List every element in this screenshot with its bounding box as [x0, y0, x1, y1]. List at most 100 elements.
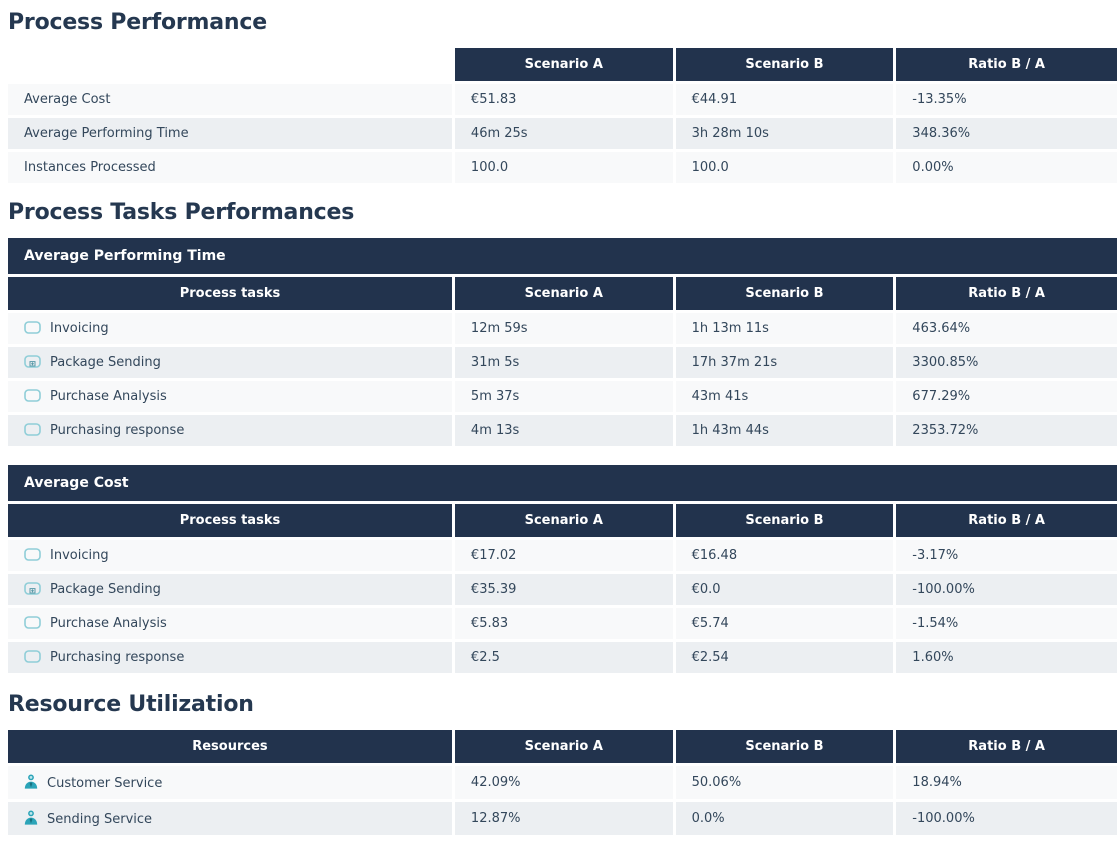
blank-header-cell	[8, 48, 455, 84]
ratio-value-cell: 348.36%	[896, 118, 1117, 152]
row-label-cell: Package Sending	[8, 347, 455, 381]
row-label-cell: Purchasing response	[8, 415, 455, 449]
table-row: Customer Service 42.09% 50.06% 18.94%	[8, 766, 1117, 802]
scenario-b-value-cell: 0.0%	[675, 802, 897, 838]
row-label-cell: Package Sending	[8, 574, 455, 608]
ratio-value-cell: -100.00%	[896, 802, 1117, 838]
row-label: Package Sending	[50, 582, 161, 597]
task-icon	[24, 548, 41, 561]
resource-utilization-heading: Resource Utilization	[8, 692, 254, 717]
scenario-a-column-header: Scenario A	[454, 504, 676, 540]
ratio-value-cell: 677.29%	[896, 381, 1117, 415]
ratio-value-cell: 3300.85%	[896, 347, 1117, 381]
person-icon	[24, 774, 38, 789]
scenario-a-value-cell: €2.5	[454, 642, 676, 676]
process-tasks-column-header: Process tasks	[8, 504, 455, 540]
ratio-column-header: Ratio B / A	[896, 504, 1117, 540]
ratio-value-cell: 0.00%	[896, 152, 1117, 186]
row-label: Sending Service	[47, 812, 153, 827]
scenario-b-value-cell: €44.91	[675, 84, 897, 118]
scenario-b-value-cell: 3h 28m 10s	[675, 118, 897, 152]
scenario-a-value-cell: 5m 37s	[454, 381, 676, 415]
row-label: Invoicing	[50, 548, 109, 563]
row-label-cell: Purchasing response	[8, 642, 455, 676]
scenario-b-value-cell: 43m 41s	[675, 381, 897, 415]
avg-cost-table: Process tasks Scenario A Scenario B Rati…	[8, 504, 1117, 676]
row-label-cell: Average Performing Time	[8, 118, 455, 152]
scenario-a-value-cell: 12.87%	[454, 802, 676, 838]
row-label-cell: Invoicing	[8, 313, 455, 347]
task-icon	[24, 650, 41, 663]
table-row: Package Sending 31m 5s 17h 37m 21s 3300.85%	[8, 347, 1117, 381]
ratio-value-cell: -13.35%	[896, 84, 1117, 118]
table-row: Package Sending €35.39 €0.0 -100.00%	[8, 574, 1117, 608]
task-icon	[24, 389, 41, 402]
ratio-value-cell: 2353.72%	[896, 415, 1117, 449]
scenario-b-value-cell: €0.0	[675, 574, 897, 608]
row-label-cell: Purchase Analysis	[8, 608, 455, 642]
resource-utilization-table: Resources Scenario A Scenario B Ratio B …	[8, 730, 1117, 838]
ratio-value-cell: 463.64%	[896, 313, 1117, 347]
table-row: Sending Service 12.87% 0.0% -100.00%	[8, 802, 1117, 838]
scenario-b-column-header: Scenario B	[675, 277, 897, 313]
scenario-a-value-cell: 100.0	[454, 152, 676, 186]
process-tasks-column-header: Process tasks	[8, 277, 455, 313]
header-row: Process tasks Scenario A Scenario B Rati…	[8, 277, 1117, 313]
scenario-a-value-cell: 46m 25s	[454, 118, 676, 152]
ratio-column-header: Ratio B / A	[896, 277, 1117, 313]
ratio-column-header: Ratio B / A	[896, 48, 1117, 84]
scenario-b-value-cell: 1h 43m 44s	[675, 415, 897, 449]
scenario-a-column-header: Scenario A	[454, 730, 676, 766]
process-tasks-heading: Process Tasks Performances	[8, 200, 355, 225]
table-row: Invoicing 12m 59s 1h 13m 11s 463.64%	[8, 313, 1117, 347]
scenario-b-value-cell: 17h 37m 21s	[675, 347, 897, 381]
scenario-b-value-cell: 1h 13m 11s	[675, 313, 897, 347]
scenario-b-column-header: Scenario B	[675, 504, 897, 540]
row-label: Package Sending	[50, 355, 161, 370]
table-row: Average Performing Time 46m 25s 3h 28m 10s…	[8, 118, 1117, 152]
table-row: Purchase Analysis €5.83 €5.74 -1.54%	[8, 608, 1117, 642]
row-label: Purchasing response	[50, 650, 185, 665]
table-banner-avg-performing-time: Average Performing Time	[8, 238, 1117, 274]
scenario-a-value-cell: €5.83	[454, 608, 676, 642]
row-label: Purchase Analysis	[50, 616, 167, 631]
scenario-a-value-cell: 42.09%	[454, 766, 676, 802]
header-row: Process tasks Scenario A Scenario B Rati…	[8, 504, 1117, 540]
header-row: Scenario A Scenario B Ratio B / A	[8, 48, 1117, 84]
row-label: Customer Service	[47, 776, 163, 791]
ratio-value-cell: -3.17%	[896, 540, 1117, 574]
subprocess-icon	[24, 582, 41, 595]
scenario-b-value-cell: €2.54	[675, 642, 897, 676]
task-icon	[24, 321, 41, 334]
table-row: Purchasing response €2.5 €2.54 1.60%	[8, 642, 1117, 676]
row-label-cell: Instances Processed	[8, 152, 455, 186]
table-row: Invoicing €17.02 €16.48 -3.17%	[8, 540, 1117, 574]
scenario-a-column-header: Scenario A	[454, 48, 676, 84]
resources-column-header: Resources	[8, 730, 455, 766]
scenario-b-value-cell: 50.06%	[675, 766, 897, 802]
ratio-value-cell: -1.54%	[896, 608, 1117, 642]
ratio-value-cell: -100.00%	[896, 574, 1117, 608]
scenario-b-value-cell: €5.74	[675, 608, 897, 642]
process-performance-heading: Process Performance	[8, 10, 267, 35]
row-label-cell: Customer Service	[8, 766, 455, 802]
row-label: Invoicing	[50, 321, 109, 336]
table-banner-avg-cost: Average Cost	[8, 465, 1117, 501]
row-label-cell: Invoicing	[8, 540, 455, 574]
row-label: Average Cost	[24, 92, 111, 107]
scenario-b-column-header: Scenario B	[675, 48, 897, 84]
table-row: Purchasing response 4m 13s 1h 43m 44s 2353.…	[8, 415, 1117, 449]
scenario-b-column-header: Scenario B	[675, 730, 897, 766]
table-row: Average Cost €51.83 €44.91 -13.35%	[8, 84, 1117, 118]
scenario-b-value-cell: €16.48	[675, 540, 897, 574]
scenario-a-value-cell: €35.39	[454, 574, 676, 608]
row-label-cell: Sending Service	[8, 802, 455, 838]
scenario-b-value-cell: 100.0	[675, 152, 897, 186]
row-label-cell: Purchase Analysis	[8, 381, 455, 415]
header-row: Resources Scenario A Scenario B Ratio B …	[8, 730, 1117, 766]
table-row: Purchase Analysis 5m 37s 43m 41s 677.29%	[8, 381, 1117, 415]
avg-performing-time-table-block: Average Performing Time Process tasks Sc…	[8, 238, 1117, 449]
scenario-a-value-cell: 12m 59s	[454, 313, 676, 347]
table-row: Instances Processed 100.0 100.0 0.00%	[8, 152, 1117, 186]
